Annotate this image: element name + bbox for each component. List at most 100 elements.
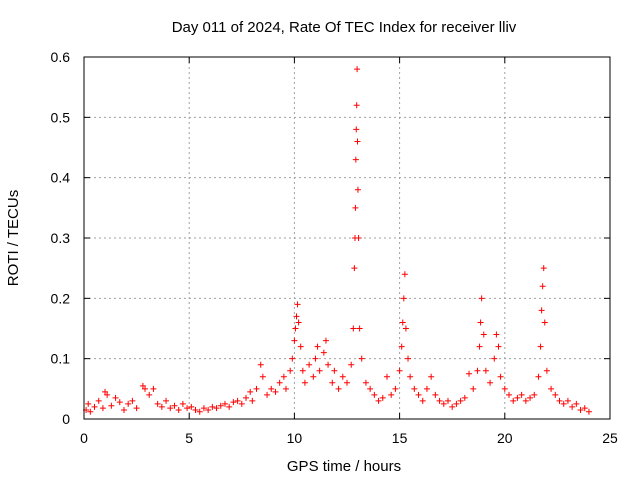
data-point (179, 400, 186, 407)
data-point (108, 402, 115, 409)
x-tick-label: 5 (185, 430, 193, 446)
data-point (154, 400, 161, 407)
data-point (440, 400, 447, 407)
data-point (112, 394, 119, 401)
data-point (276, 379, 283, 386)
data-point (399, 319, 406, 326)
data-point (243, 394, 250, 401)
data-point (402, 325, 409, 332)
data-point (556, 397, 563, 404)
y-tick-label: 0.4 (51, 170, 71, 186)
data-point (466, 370, 473, 377)
data-point (234, 397, 241, 404)
data-point (95, 397, 102, 404)
y-tick-label: 0.3 (51, 230, 71, 246)
data-point (491, 355, 498, 362)
data-point (200, 405, 207, 412)
data-point (482, 367, 489, 374)
x-tick-label: 25 (602, 430, 618, 446)
data-point (188, 403, 195, 410)
data-point (354, 66, 361, 73)
data-point (291, 337, 298, 344)
data-point (476, 343, 483, 350)
data-point (247, 388, 254, 395)
data-point (221, 400, 228, 407)
data-point (527, 394, 534, 401)
data-points (83, 66, 592, 415)
data-point (354, 186, 361, 193)
data-point (257, 361, 264, 368)
data-point (314, 343, 321, 350)
data-point (353, 102, 360, 109)
data-point (163, 397, 170, 404)
data-point (354, 138, 361, 145)
data-point (264, 391, 271, 398)
grid-lines (84, 57, 610, 419)
data-point (497, 373, 504, 380)
data-point (301, 379, 308, 386)
data-point (531, 391, 538, 398)
data-point (226, 403, 233, 410)
axis-ticks: 0 5 10 15 20 25 0 0.1 0.2 0.3 0.4 0.5 0.6 (51, 49, 618, 446)
data-point (457, 397, 464, 404)
data-point (541, 319, 548, 326)
data-point (253, 385, 260, 392)
data-point (552, 391, 559, 398)
data-point (175, 406, 182, 413)
data-point (350, 325, 357, 332)
data-point (268, 385, 275, 392)
data-point (564, 397, 571, 404)
data-point (493, 331, 500, 338)
data-point (139, 382, 146, 389)
data-point (125, 400, 132, 407)
data-point (470, 385, 477, 392)
data-point (146, 391, 153, 398)
data-point (353, 126, 360, 133)
data-point (142, 385, 149, 392)
data-point (506, 391, 513, 398)
data-point (548, 385, 555, 392)
data-point (351, 265, 358, 272)
data-point (282, 385, 289, 392)
data-point (379, 394, 386, 401)
data-point (238, 400, 245, 407)
data-point (316, 367, 323, 374)
data-point (331, 367, 338, 374)
data-point (367, 385, 374, 392)
data-point (510, 397, 517, 404)
data-point (419, 397, 426, 404)
data-point (287, 367, 294, 374)
data-point (501, 385, 508, 392)
data-point (375, 397, 382, 404)
data-point (388, 391, 395, 398)
data-point (522, 397, 529, 404)
data-point (453, 400, 460, 407)
data-point (352, 204, 359, 211)
data-point (99, 405, 106, 412)
data-point (577, 406, 584, 413)
data-point (209, 403, 216, 410)
data-point (573, 400, 580, 407)
data-point (116, 399, 123, 406)
data-point (217, 402, 224, 409)
data-point (348, 361, 355, 368)
data-point (294, 301, 301, 308)
data-point (543, 367, 550, 374)
data-point (329, 379, 336, 386)
data-point (356, 325, 363, 332)
data-point (299, 367, 306, 374)
data-point (569, 403, 576, 410)
data-point (196, 408, 203, 415)
data-point (129, 397, 136, 404)
x-tick-label: 0 (80, 430, 88, 446)
data-point (297, 343, 304, 350)
data-point (585, 408, 592, 415)
x-tick-label: 10 (287, 430, 303, 446)
chart-title: Day 011 of 2024, Rate Of TEC Index for r… (172, 19, 517, 36)
data-point (432, 391, 439, 398)
data-point (230, 399, 237, 406)
y-axis-label: ROTI / TECUs (5, 190, 22, 286)
data-point (415, 391, 422, 398)
data-point (480, 331, 487, 338)
data-point (539, 283, 546, 290)
